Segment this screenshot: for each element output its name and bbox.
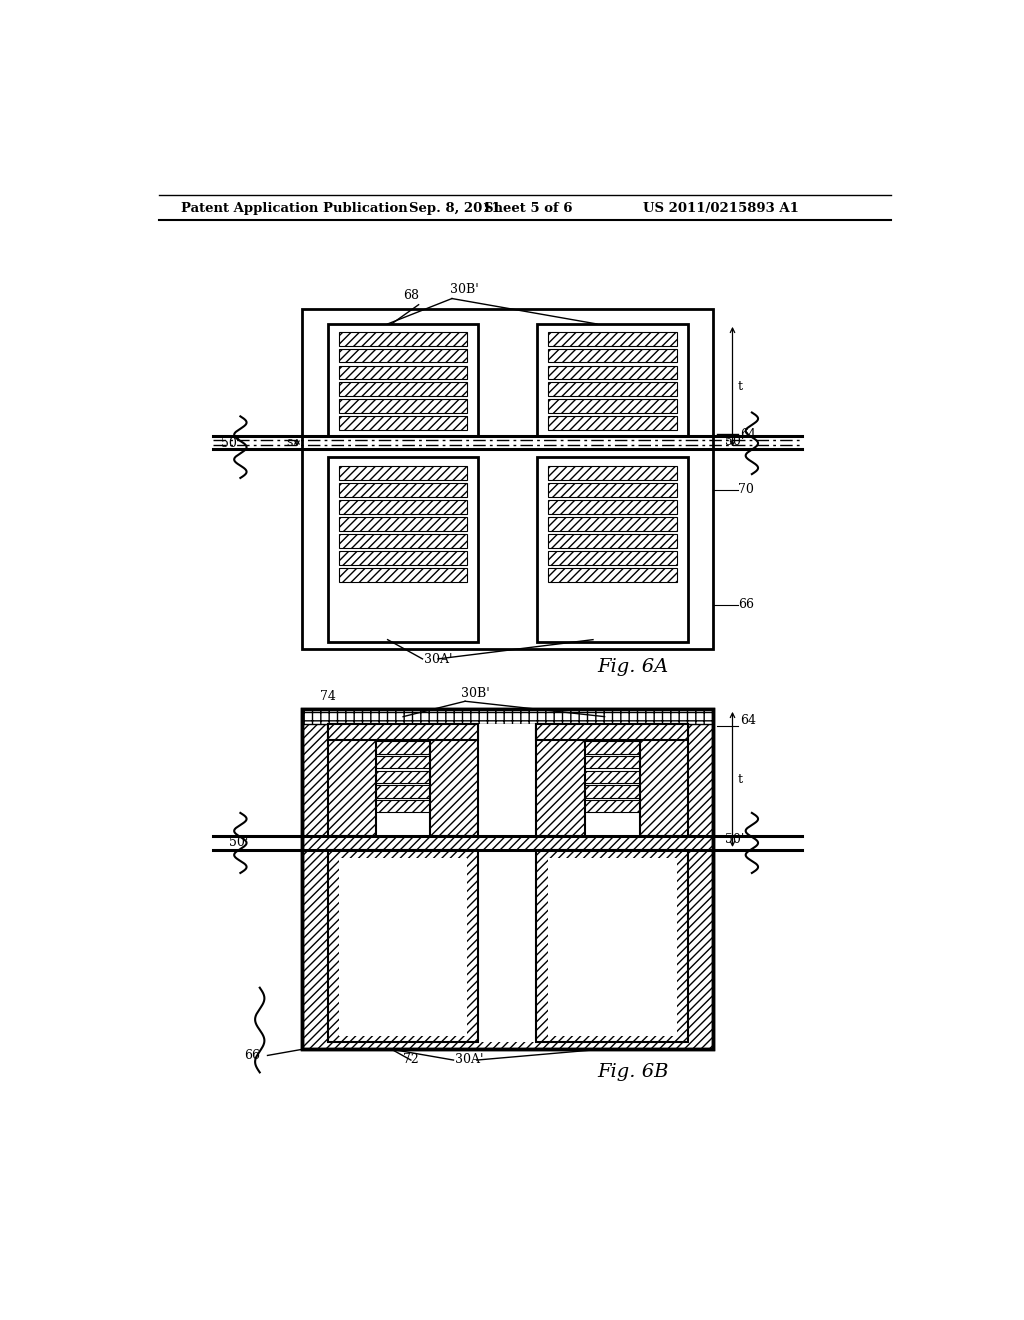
Bar	[328, 850, 478, 1043]
Text: 50': 50'	[228, 836, 248, 849]
Text: Fig. 6B: Fig. 6B	[597, 1064, 669, 1081]
Bar	[339, 483, 467, 498]
Text: Fig. 6A: Fig. 6A	[597, 657, 668, 676]
Bar	[548, 771, 677, 783]
Bar	[339, 875, 467, 890]
Bar	[537, 725, 687, 836]
Bar	[339, 383, 467, 396]
Bar	[548, 742, 677, 754]
Text: Patent Application Publication: Patent Application Publication	[180, 202, 408, 215]
Bar	[339, 891, 467, 906]
Text: 30A': 30A'	[424, 653, 453, 665]
Bar	[548, 500, 677, 515]
Text: Sep. 8, 2011: Sep. 8, 2011	[409, 202, 501, 215]
Bar	[328, 850, 478, 1043]
Bar	[548, 416, 677, 430]
Bar	[339, 416, 467, 430]
Bar	[302, 709, 713, 1049]
Bar	[548, 924, 677, 937]
Text: Sheet 5 of 6: Sheet 5 of 6	[484, 202, 573, 215]
Bar	[548, 366, 677, 379]
Bar	[328, 457, 478, 642]
Text: t: t	[737, 380, 742, 393]
Bar	[339, 500, 467, 515]
Bar	[328, 725, 478, 836]
Bar	[339, 785, 467, 797]
Bar	[538, 457, 687, 642]
Bar	[339, 924, 467, 937]
Bar	[328, 725, 478, 739]
Text: 66: 66	[738, 598, 754, 611]
Bar	[548, 940, 677, 954]
Bar	[548, 535, 677, 548]
Bar	[548, 800, 677, 812]
Bar	[548, 483, 677, 498]
Text: 50': 50'	[221, 437, 241, 450]
Bar	[548, 956, 677, 970]
Bar	[548, 348, 677, 363]
Bar	[339, 568, 467, 582]
Text: 72: 72	[403, 1053, 419, 1067]
Bar	[339, 366, 467, 379]
Bar	[538, 323, 687, 436]
Text: 30B': 30B'	[461, 686, 490, 700]
Text: 50': 50'	[725, 833, 744, 846]
Bar	[430, 725, 478, 836]
Text: 68: 68	[402, 289, 419, 302]
Bar	[548, 891, 677, 906]
Bar	[548, 875, 677, 890]
Text: 30A': 30A'	[455, 1053, 483, 1067]
Text: US 2011/0215893 A1: US 2011/0215893 A1	[643, 202, 800, 215]
Bar	[548, 785, 677, 797]
Bar	[339, 940, 467, 954]
Bar	[339, 771, 467, 783]
Bar	[339, 552, 467, 565]
Bar	[548, 400, 677, 413]
Text: 70: 70	[738, 483, 754, 496]
Bar	[328, 725, 376, 836]
Text: 50': 50'	[725, 436, 744, 449]
Bar	[548, 331, 677, 346]
Bar	[537, 725, 687, 739]
Bar	[339, 742, 467, 754]
Bar	[339, 517, 467, 531]
Bar	[339, 956, 467, 970]
Bar	[478, 725, 537, 836]
Bar	[302, 709, 713, 725]
Bar	[302, 309, 713, 649]
Bar	[302, 709, 713, 1049]
Text: 30B': 30B'	[450, 284, 478, 296]
Bar	[537, 850, 687, 1043]
Bar	[339, 466, 467, 480]
Bar	[339, 800, 467, 812]
Bar	[339, 859, 467, 873]
Text: 64: 64	[740, 428, 757, 441]
Bar	[339, 400, 467, 413]
Bar	[339, 535, 467, 548]
Bar	[537, 725, 586, 836]
Bar	[548, 908, 677, 921]
Bar	[548, 859, 677, 873]
Bar	[640, 725, 687, 836]
Text: s: s	[286, 436, 292, 449]
Bar	[548, 383, 677, 396]
Bar	[537, 850, 687, 1043]
Text: 74: 74	[321, 690, 336, 702]
Bar	[339, 908, 467, 921]
Bar	[548, 568, 677, 582]
Bar	[548, 552, 677, 565]
Text: t: t	[737, 774, 742, 785]
Bar	[339, 756, 467, 768]
Bar	[548, 858, 677, 1036]
Bar	[478, 850, 537, 1043]
Bar	[548, 517, 677, 531]
Bar	[339, 348, 467, 363]
Bar	[548, 756, 677, 768]
Text: 66: 66	[245, 1048, 260, 1061]
Bar	[548, 466, 677, 480]
Bar	[339, 858, 467, 1036]
Text: 64: 64	[740, 714, 757, 727]
Bar	[328, 323, 478, 436]
Bar	[339, 331, 467, 346]
